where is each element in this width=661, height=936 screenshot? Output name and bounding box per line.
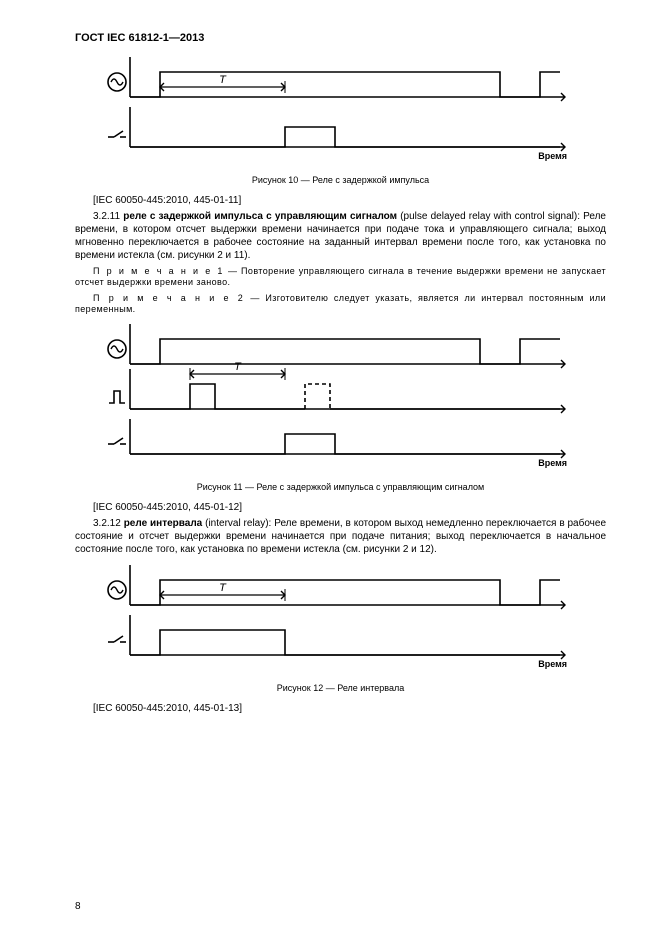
clause-term: реле с задержкой импульса с управляющим … [123,211,397,222]
ref-1: [IEC 60050-445:2010, 445-01-11] [75,195,606,206]
svg-text:T: T [219,74,227,86]
figure-12: T Время [105,560,606,675]
clause-en: (pulse delayed relay with control signal… [400,211,580,222]
figure-11-svg: T Время [105,319,575,469]
page: ГОСТ IEC 61812-1—2013 T Время Рисунок 10 … [0,0,661,936]
ref-2: [IEC 60050-445:2010, 445-01-12] [75,502,606,513]
svg-text:Время: Время [538,458,567,468]
svg-text:Время: Время [538,151,567,161]
page-number: 8 [75,901,81,912]
clause-num: 3.2.12 [93,518,121,529]
clause-term: реле интервала [124,518,203,529]
figure-10-svg: T Время [105,52,575,162]
note-2: П р и м е ч а н и е 2 — Изготовителю сле… [75,293,606,316]
clause-num: 3.2.11 [93,211,120,222]
svg-text:T: T [234,361,242,373]
doc-header: ГОСТ IEC 61812-1—2013 [75,32,606,44]
clause-en: (interval relay): [205,518,271,529]
figure-10-caption: Рисунок 10 — Реле с задержкой импульса [75,175,606,185]
note-1: П р и м е ч а н и е 1 — Повторение управ… [75,266,606,289]
clause-3-2-12: 3.2.12 реле интервала (interval relay): … [75,517,606,556]
figure-10: T Время [105,52,606,167]
note-label: П р и м е ч а н и е 1 [93,266,224,276]
svg-text:T: T [219,582,227,594]
clause-3-2-11: 3.2.11 реле с задержкой импульса с управ… [75,210,606,262]
ref-3: [IEC 60050-445:2010, 445-01-13] [75,703,606,714]
svg-text:Время: Время [538,659,567,669]
figure-12-svg: T Время [105,560,575,670]
figure-11-caption: Рисунок 11 — Реле с задержкой импульса с… [75,482,606,492]
note-label: П р и м е ч а н и е 2 [93,293,245,303]
figure-11: T Время [105,319,606,474]
figure-12-caption: Рисунок 12 — Реле интервала [75,683,606,693]
